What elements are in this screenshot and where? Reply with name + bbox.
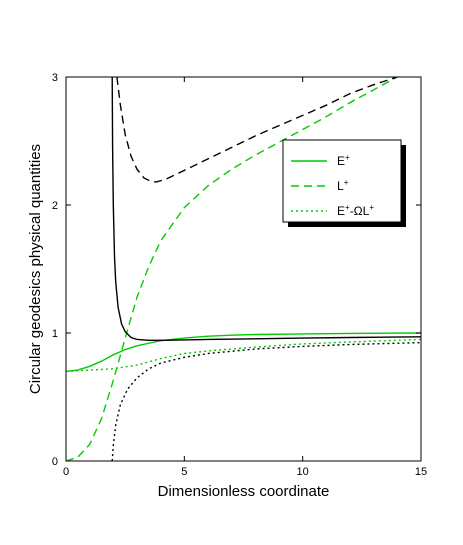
y-tick-label: 3 <box>52 72 58 84</box>
series-line-1 <box>66 332 421 373</box>
legend-label: E+ <box>337 153 350 168</box>
y-axis-title: Circular geodesics physical quantities <box>27 144 44 394</box>
x-tick-label: 10 <box>297 466 309 478</box>
y-tick-label: 1 <box>52 328 58 340</box>
legend: E+ L+ E+-ΩL+ <box>282 139 406 227</box>
series-lines <box>66 77 421 461</box>
series-line-3 <box>66 338 421 373</box>
legend-box <box>282 139 402 223</box>
y-tick-label: 2 <box>52 200 58 212</box>
x-axis-title: Dimensionless coordinate <box>158 483 330 500</box>
series-line-5 <box>116 77 398 183</box>
x-tick-label: 5 <box>181 466 187 478</box>
series-line-6 <box>111 341 421 461</box>
y-tick-label: 0 <box>52 456 58 468</box>
x-tick-label: 0 <box>63 466 69 478</box>
legend-label: L+ <box>337 178 349 193</box>
series-line-4 <box>111 77 421 341</box>
x-tick-label: 15 <box>415 466 427 478</box>
series-line-2 <box>66 77 398 461</box>
axis-ticks: 0 5 10 15 0 1 2 3 <box>52 72 427 478</box>
plot-frame <box>65 76 422 462</box>
legend-label: E+-ΩL+ <box>337 203 374 218</box>
